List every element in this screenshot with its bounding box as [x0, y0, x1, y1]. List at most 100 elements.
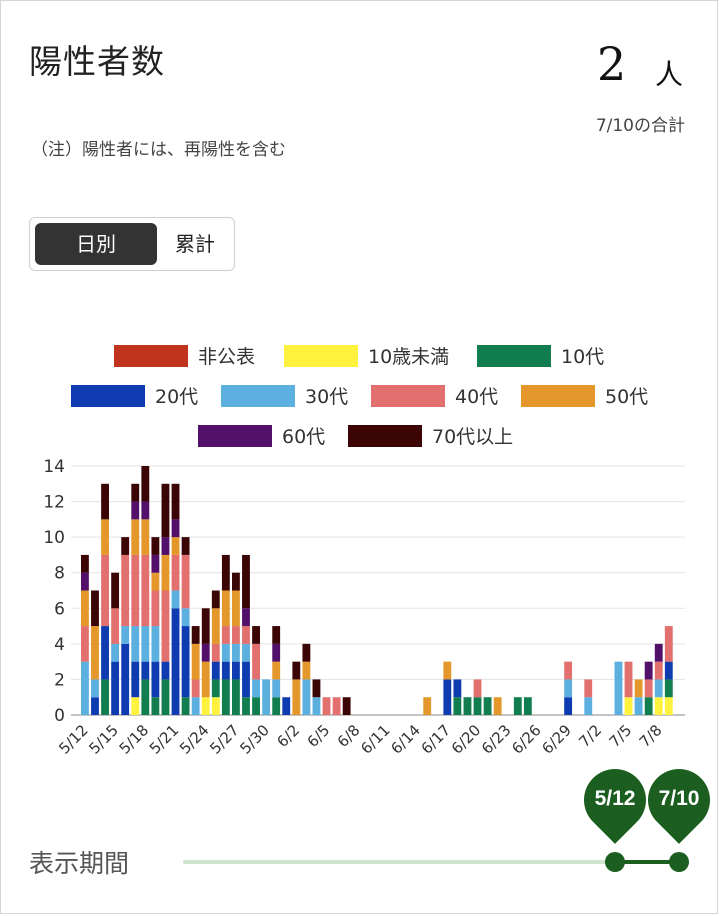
bar-segment [232, 590, 240, 627]
bar-segment [252, 679, 260, 698]
bar-segment [302, 643, 311, 662]
bar-segment [664, 626, 673, 662]
cumulative-tab[interactable]: 累計 [175, 232, 215, 256]
bar-segment [252, 697, 260, 715]
x-tick-label: 5/24 [176, 721, 213, 758]
bar-segment [181, 554, 190, 609]
bar-segment [181, 608, 190, 627]
bar-segment [141, 626, 150, 662]
bar-segment [232, 679, 240, 715]
bar-segment [121, 537, 130, 555]
legend-swatch [114, 345, 188, 367]
bar-segment [282, 697, 291, 715]
bar-segment [302, 661, 311, 680]
bar-segment [423, 697, 432, 715]
bar-segment [161, 661, 170, 680]
bar-segment [131, 519, 140, 555]
bar-segment [171, 608, 180, 715]
bar-segment [141, 501, 150, 520]
bar-segment [151, 661, 160, 698]
y-tick-label: 4 [54, 635, 65, 655]
bar-segment [242, 554, 250, 609]
bar-segment [101, 626, 109, 680]
bar-segment [151, 554, 160, 573]
bar-segment [191, 697, 200, 715]
period-end-handle[interactable] [669, 852, 689, 872]
legend-label: 50代 [605, 386, 648, 408]
bar-segment [221, 679, 230, 715]
bar-segment [221, 661, 230, 680]
bar-segment [292, 661, 301, 680]
period-start-handle[interactable] [605, 852, 625, 872]
bar-segment [151, 590, 160, 627]
bar-segment [232, 643, 240, 662]
bar-segment [654, 697, 663, 715]
start-date-label: 5/12 [594, 787, 636, 810]
bar-segment [111, 572, 120, 609]
bar-segment [272, 697, 281, 715]
bar-segment [201, 643, 210, 662]
bar-segment [141, 554, 150, 627]
bar-segment [312, 697, 321, 715]
bar-segment [564, 679, 573, 698]
bar-segment [493, 697, 502, 715]
bar-segment [121, 643, 130, 715]
bar-segment [221, 643, 230, 662]
bar-segment [644, 679, 653, 698]
bar-segment [161, 483, 170, 538]
legend-label: 60代 [282, 426, 325, 448]
bar-segment [211, 643, 220, 662]
bar-segment [262, 679, 271, 715]
period-label: 表示期間 [29, 849, 130, 878]
x-tick-label: 6/2 [273, 721, 303, 751]
bar-segment [161, 537, 170, 555]
x-tick-label: 6/23 [478, 721, 515, 758]
x-tick-label: 6/29 [538, 721, 575, 758]
bar-segment [312, 679, 321, 698]
daily-tab[interactable]: 日別 [35, 223, 157, 265]
x-tick-label: 5/21 [146, 721, 183, 758]
bar-segment [443, 661, 452, 680]
chart-title: 陽性者数 [29, 42, 165, 81]
end-date-label: 7/10 [658, 787, 700, 810]
bar-segment [181, 537, 190, 555]
bar-segment [211, 608, 220, 644]
x-tick-label: 5/27 [206, 721, 243, 758]
bar-segment [181, 697, 190, 715]
bar-segment [513, 697, 522, 715]
bar-segment [141, 661, 150, 680]
bar-segment [664, 697, 673, 715]
bar-segment [473, 697, 482, 715]
bar-segment [111, 608, 120, 644]
x-tick-label: 6/26 [508, 721, 545, 758]
bar-segment [81, 554, 89, 573]
bar-segment [272, 661, 281, 680]
bar-segment [211, 679, 220, 698]
bar-chart: 非公表 10歳未満 10代 20代 30代 40代 50代 60代 70代以上 0 2 4 6 8 10 12… [43, 345, 685, 758]
bar-segment [201, 661, 210, 698]
bar-segment [242, 608, 250, 627]
bar-segment [584, 697, 593, 715]
y-tick-label: 8 [54, 564, 65, 584]
bar-segment [463, 697, 472, 715]
bar-segment [151, 697, 160, 715]
bar-segment [91, 590, 99, 627]
bar-segment [91, 697, 99, 715]
bar-segment [171, 554, 180, 591]
period-slider-track[interactable] [183, 860, 681, 864]
bar-segment [141, 519, 150, 555]
legend-label: 40代 [455, 386, 498, 408]
bar-segment [624, 661, 633, 698]
x-tick-label: 7/8 [636, 721, 666, 751]
bar-segment [252, 626, 260, 644]
bar-segment [342, 697, 351, 715]
y-tick-label: 14 [43, 457, 65, 477]
bar-segment [664, 679, 673, 698]
bar-segment [272, 679, 281, 698]
bar-segment [292, 679, 301, 715]
legend-label: 10代 [561, 346, 604, 368]
x-tick-label: 6/14 [387, 721, 424, 758]
x-tick-label: 6/5 [304, 721, 334, 751]
bar-segment [181, 626, 190, 698]
bar-segment [121, 626, 130, 644]
